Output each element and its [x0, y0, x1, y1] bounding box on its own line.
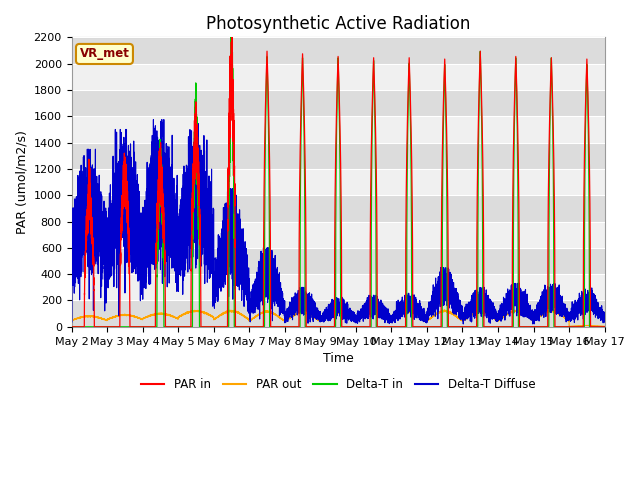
Line: Delta-T Diffuse: Delta-T Diffuse — [72, 120, 605, 324]
Y-axis label: PAR (umol/m2/s): PAR (umol/m2/s) — [15, 130, 28, 234]
Bar — [72, 90, 605, 116]
Delta-T Diffuse — [68, 253, 76, 259]
Line: PAR out: PAR out — [72, 310, 605, 326]
Delta-T in — [205, 324, 213, 330]
Bar — [72, 169, 605, 195]
Bar — [72, 248, 605, 274]
Bar — [72, 116, 605, 143]
Delta-T in — [601, 324, 609, 330]
PAR in — [68, 324, 76, 330]
Delta-T Diffuse — [205, 212, 213, 217]
Delta-T in — [392, 324, 399, 330]
PAR out — [147, 312, 154, 318]
Delta-T Diffuse — [392, 313, 399, 319]
Delta-T Diffuse — [150, 117, 157, 122]
Text: VR_met: VR_met — [79, 48, 129, 60]
Bar — [72, 274, 605, 300]
PAR in — [601, 324, 609, 330]
Delta-T in — [348, 324, 356, 330]
X-axis label: Time: Time — [323, 352, 353, 365]
PAR in — [228, 28, 236, 34]
Line: PAR in: PAR in — [72, 31, 605, 327]
Delta-T in — [227, 24, 235, 30]
PAR in — [96, 324, 104, 330]
Delta-T Diffuse — [340, 308, 348, 314]
Bar — [72, 222, 605, 248]
Delta-T Diffuse — [96, 219, 104, 225]
PAR out — [348, 316, 356, 322]
Bar — [72, 37, 605, 64]
Delta-T in — [96, 324, 104, 330]
PAR in — [205, 324, 213, 330]
Title: Photosynthetic Active Radiation: Photosynthetic Active Radiation — [206, 15, 470, 33]
Delta-T in — [147, 324, 154, 330]
Delta-T in — [68, 324, 76, 330]
Delta-T Diffuse — [348, 314, 356, 320]
Bar — [72, 143, 605, 169]
Delta-T Diffuse — [147, 279, 154, 285]
Bar — [72, 195, 605, 222]
PAR out — [96, 315, 104, 321]
Legend: PAR in, PAR out, Delta-T in, Delta-T Diffuse: PAR in, PAR out, Delta-T in, Delta-T Dif… — [136, 374, 540, 396]
Delta-T Diffuse — [601, 310, 609, 316]
PAR out — [441, 307, 449, 313]
Delta-T in — [340, 324, 348, 330]
Delta-T Diffuse — [460, 321, 467, 327]
PAR in — [147, 324, 154, 330]
Line: Delta-T in: Delta-T in — [72, 27, 605, 327]
PAR out — [565, 324, 573, 329]
Bar — [72, 64, 605, 90]
Bar — [72, 300, 605, 327]
PAR in — [348, 324, 356, 330]
PAR in — [340, 324, 348, 330]
PAR out — [392, 315, 399, 321]
PAR out — [205, 312, 213, 318]
PAR out — [340, 311, 348, 317]
PAR out — [68, 318, 76, 324]
PAR in — [392, 324, 399, 330]
PAR out — [601, 324, 609, 329]
